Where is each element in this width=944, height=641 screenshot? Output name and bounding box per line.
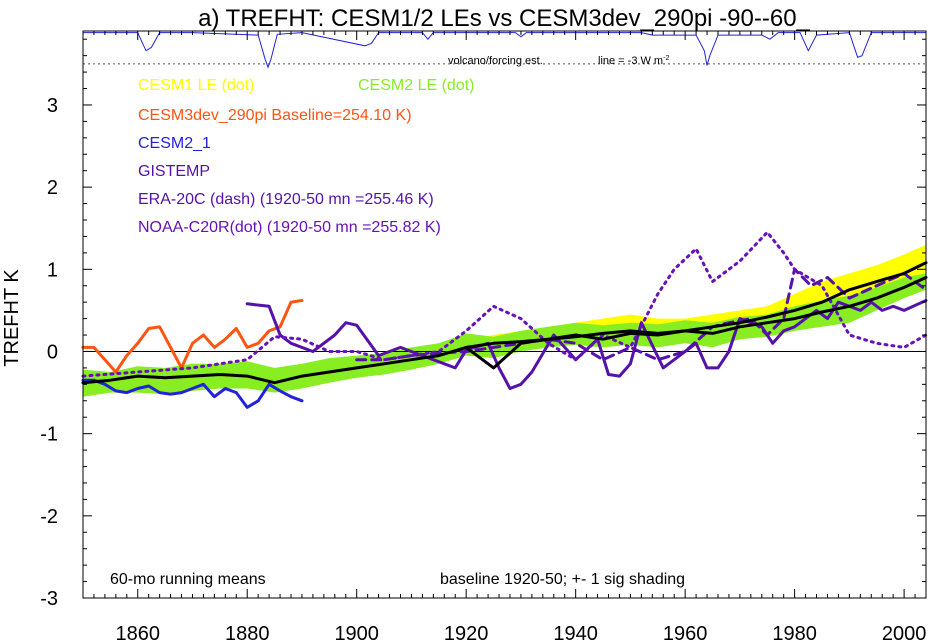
volcano-line [83,32,926,69]
legend: CESM1 LE (dot) CESM2 LE (dot) CESM3dev_290… [138,77,474,236]
legend-entry-6: NOAA-C20R(dot) (1920-50 mn =255.82 K) [138,219,441,236]
baseline-note: baseline 1920-50; +- 1 sig shading [440,571,685,588]
bands-layer [83,244,926,397]
y-axis-label: TREFHT K [1,269,23,367]
axes-layer: 1860 1880 1900 1920 1940 1960 1980 2000 -3 -2 -1 0 1… [40,30,927,641]
chart-title: a) TREFHT: CESM1/2 LEs vs CESM3dev_290pi… [198,5,810,32]
x-tick-label: 1900 [334,623,379,641]
volcano-panel [83,32,926,69]
series-line-3 [355,267,928,362]
y-tick-label: -1 [40,424,58,446]
y-tick-label: 2 [47,177,58,199]
x-tick-label: 1980 [772,623,817,641]
running-means-note: 60-mo running means [110,571,266,588]
band-1 [83,273,926,397]
legend-entry-0: CESM1 LE (dot) [138,77,254,94]
series-line-4 [81,230,928,378]
y-tick-label: -2 [40,506,58,528]
legend-entry-5: ERA-20C (dash) (1920-50 mn =255.46 K) [138,191,434,208]
legend-entry-4: GISTEMP [138,163,210,180]
plot-frame [82,30,927,599]
x-tick-label: 1860 [115,623,160,641]
series-layer [81,230,928,409]
y-tick-label: 0 [47,341,58,363]
volcano-line-label-sup: -2 [663,55,669,62]
x-tick-label: 1920 [444,623,489,641]
series-line-0 [81,299,304,374]
x-tick-label: 1880 [225,623,270,641]
x-tick-label: 1940 [553,623,598,641]
x-tick-label: 2000 [882,623,927,641]
series-line-2 [245,299,928,390]
series-line-1 [81,378,304,409]
legend-entry-2: CESM3dev_290pi Baseline=254.10 K) [138,107,412,124]
volcano-line-label: line = -3 W m-2 [598,55,669,67]
x-tick-label: 1960 [663,623,708,641]
y-tick-label: -3 [40,588,58,610]
legend-entry-1: CESM2 LE (dot) [358,77,474,94]
volcano-label: volcano/forcing est. [448,55,543,67]
y-tick-label: 3 [47,95,58,117]
volcano-line-label-text: line = -3 W m [598,55,663,67]
y-tick-label: 1 [47,259,58,281]
legend-entry-3: CESM2_1 [138,135,211,152]
series-line-6 [81,276,928,385]
